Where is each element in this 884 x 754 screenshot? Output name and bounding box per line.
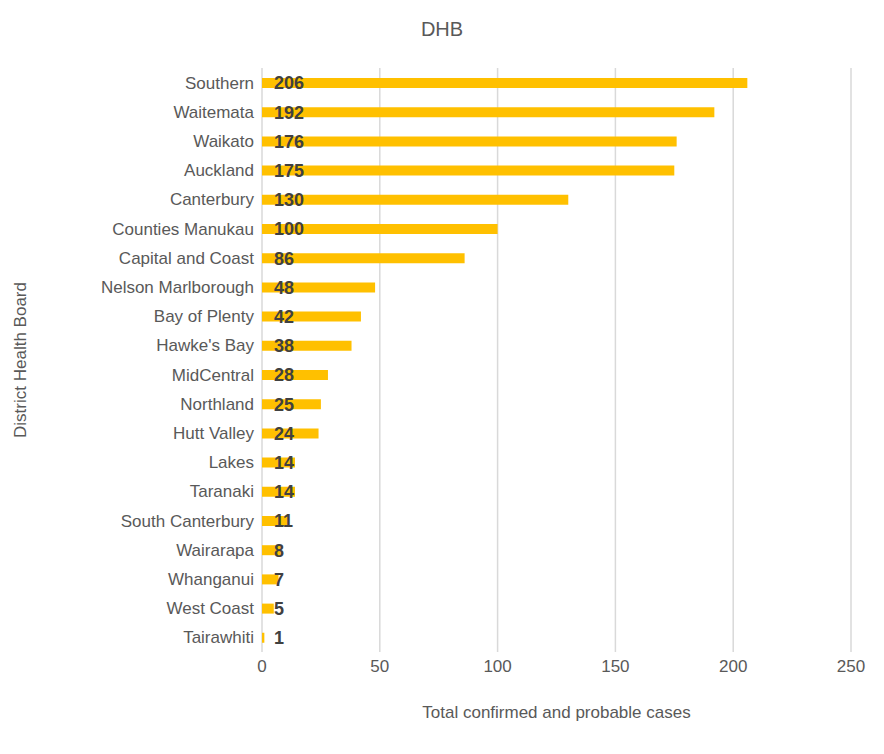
svg-text:Waitemata: Waitemata <box>173 103 254 122</box>
svg-text:Southern: Southern <box>185 74 254 93</box>
svg-text:14: 14 <box>274 482 294 502</box>
svg-text:Nelson Marlborough: Nelson Marlborough <box>101 278 254 297</box>
svg-text:Capital and Coast: Capital and Coast <box>119 249 254 268</box>
svg-text:48: 48 <box>274 278 294 298</box>
html-text:DHB: DHB <box>420 18 464 40</box>
svg-text:Waikato: Waikato <box>193 132 254 151</box>
svg-text:28: 28 <box>274 365 294 385</box>
svg-text:Northland: Northland <box>180 395 254 414</box>
svg-text:192: 192 <box>274 103 304 123</box>
svg-text:Taranaki: Taranaki <box>190 482 254 501</box>
svg-text:42: 42 <box>274 307 294 327</box>
svg-text:200: 200 <box>719 657 747 676</box>
svg-text:7: 7 <box>274 570 284 590</box>
svg-text:8: 8 <box>274 541 284 561</box>
svg-text:Bay of Plenty: Bay of Plenty <box>154 307 255 326</box>
svg-text:Total confirmed and probable c: Total confirmed and probable cases <box>422 703 690 722</box>
svg-text:Whanganui: Whanganui <box>168 570 254 589</box>
svg-text:50: 50 <box>370 657 389 676</box>
svg-text:250: 250 <box>837 657 865 676</box>
svg-text:206: 206 <box>274 73 304 93</box>
svg-text:Wairarapa: Wairarapa <box>176 541 254 560</box>
svg-text:West Coast: West Coast <box>166 599 254 618</box>
svg-text:Hutt Valley: Hutt Valley <box>173 424 254 443</box>
svg-text:Lakes: Lakes <box>209 453 254 472</box>
svg-text:5: 5 <box>274 599 284 619</box>
svg-text:176: 176 <box>274 132 304 152</box>
svg-text:175: 175 <box>274 161 304 181</box>
svg-text:MidCentral: MidCentral <box>172 366 254 385</box>
svg-text:130: 130 <box>274 190 304 210</box>
svg-text:District Health Board: District Health Board <box>11 282 30 438</box>
svg-text:14: 14 <box>274 453 294 473</box>
svg-text:150: 150 <box>601 657 629 676</box>
svg-text:1: 1 <box>274 628 284 648</box>
svg-text:Counties Manukau: Counties Manukau <box>112 220 254 239</box>
svg-text:100: 100 <box>483 657 511 676</box>
svg-text:25: 25 <box>274 395 294 415</box>
svg-text:86: 86 <box>274 249 294 269</box>
svg-text:0: 0 <box>257 657 266 676</box>
svg-text:24: 24 <box>274 424 294 444</box>
svg-text:100: 100 <box>274 219 304 239</box>
svg-text:Tairawhiti: Tairawhiti <box>183 628 254 647</box>
svg-text:Hawke's Bay: Hawke's Bay <box>156 336 254 355</box>
svg-text:Auckland: Auckland <box>184 161 254 180</box>
svg-text:38: 38 <box>274 336 294 356</box>
svg-text:South Canterbury: South Canterbury <box>121 512 255 531</box>
svg-text:11: 11 <box>274 511 293 531</box>
svg-text:Canterbury: Canterbury <box>170 190 255 209</box>
